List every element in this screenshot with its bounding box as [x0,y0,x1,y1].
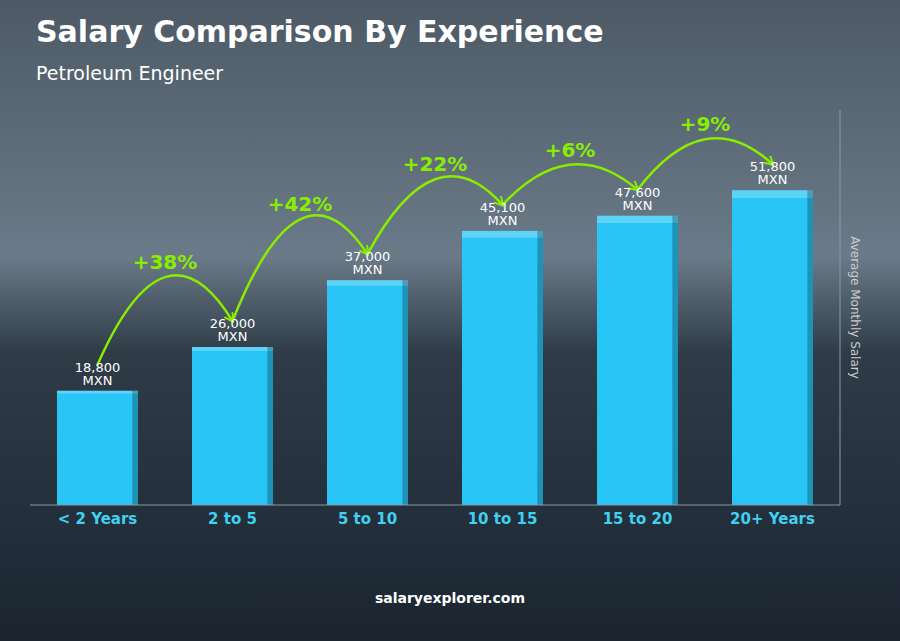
svg-text:2 to 5: 2 to 5 [208,510,257,528]
svg-text:+6%: +6% [545,138,596,162]
svg-text:26,000MXN: 26,000MXN [210,316,256,344]
svg-text:37,000MXN: 37,000MXN [345,249,391,277]
svg-text:18,800MXN: 18,800MXN [75,360,121,388]
svg-text:5 to 10: 5 to 10 [338,510,397,528]
svg-text:45,100MXN: 45,100MXN [480,200,526,228]
svg-text:+22%: +22% [403,152,468,176]
html-text:Petroleum Engineer: Petroleum Engineer [36,62,224,84]
svg-text:Average Monthly Salary: Average Monthly Salary [848,236,862,379]
html-text:salaryexplorer.com: salaryexplorer.com [374,590,526,606]
svg-text:15 to 20: 15 to 20 [603,510,673,528]
svg-text:10 to 15: 10 to 15 [468,510,538,528]
svg-text:+9%: +9% [680,112,731,136]
svg-text:< 2 Years: < 2 Years [58,510,138,528]
svg-text:47,600MXN: 47,600MXN [615,185,661,213]
svg-text:+38%: +38% [133,250,198,274]
html-text:Salary Comparison By Experienc: Salary Comparison By Experience [36,14,604,49]
svg-text:51,800MXN: 51,800MXN [750,159,796,187]
svg-text:+42%: +42% [268,192,333,216]
svg-text:20+ Years: 20+ Years [730,510,815,528]
